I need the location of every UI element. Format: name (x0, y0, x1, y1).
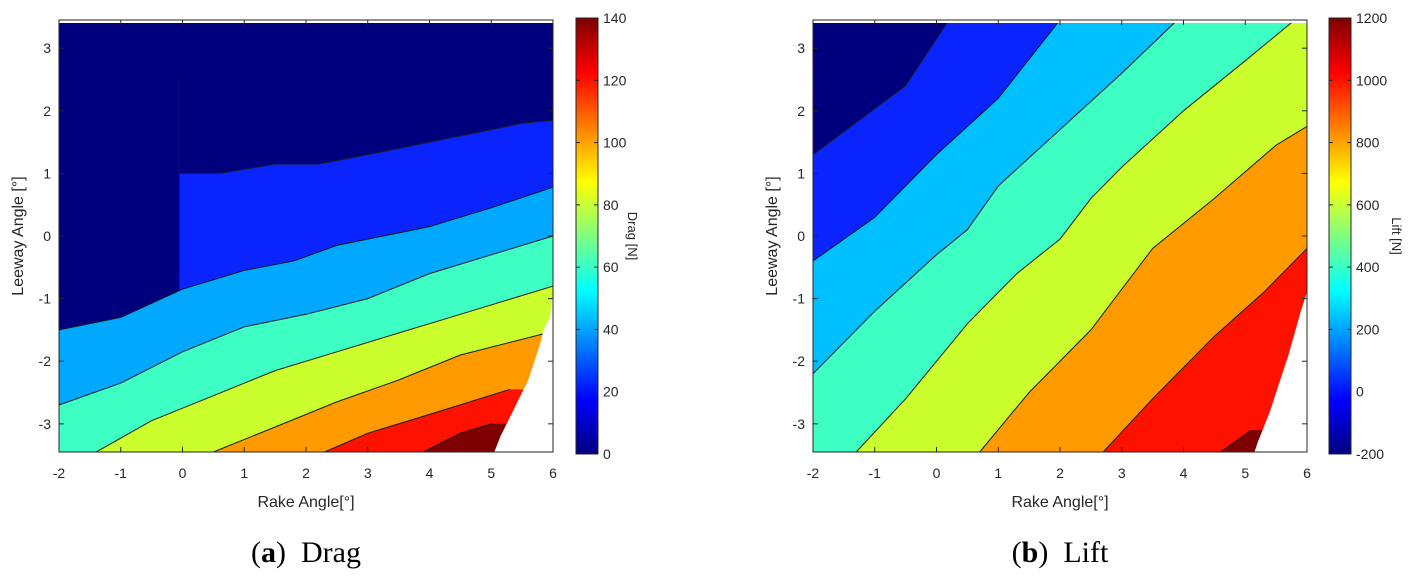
y-tick-label: 3 (797, 40, 805, 56)
colorbar-tick-label: 100 (603, 135, 627, 151)
contour-line-600 (855, 20, 1296, 452)
caption-letter: a (261, 536, 276, 569)
colorbar-label: Lift [N] (1389, 217, 1404, 255)
caption-paren-close: ) (1038, 536, 1063, 569)
x-tick-label: 5 (487, 465, 495, 481)
no-data-region (1254, 292, 1307, 452)
colorbar-tick-label: 200 (1356, 321, 1380, 337)
drag-contour-panel: -2 -1 0 1 2 3 4 5 6 -3 -2 -1 0 1 2 3 Rake Angle[°] Leeway… (10, 10, 640, 569)
y-tick-label: 1 (43, 165, 51, 181)
colorbar-tick-label: 120 (603, 72, 627, 88)
colorbar-tick-label: 1200 (1356, 10, 1387, 26)
y-tick-label: -3 (793, 416, 806, 432)
caption-paren-open: ( (251, 536, 261, 569)
caption-letter: b (1022, 536, 1039, 569)
x-tick-label: 5 (1241, 465, 1249, 481)
x-axis-label: Rake Angle[°] (257, 494, 354, 511)
y-tick-label: -1 (39, 291, 52, 307)
colorbar (1328, 17, 1352, 455)
x-tick-label: 0 (179, 465, 187, 481)
x-tick-label: 3 (364, 465, 372, 481)
x-tick-label: 2 (1056, 465, 1064, 481)
y-tick-label: -3 (39, 416, 52, 432)
colorbar-tick-label: -200 (1356, 446, 1384, 462)
contour-line-100 (324, 388, 510, 452)
y-tick-label: 0 (43, 228, 51, 244)
x-tick-label: -2 (53, 465, 66, 481)
y-tick-label: 3 (43, 40, 51, 56)
caption-paren-close: ) (276, 536, 301, 569)
colorbar (575, 17, 599, 455)
caption-text: Lift (1063, 536, 1109, 569)
colorbar-tick-label: 0 (603, 446, 611, 462)
panel-caption: (b) Lift (1012, 536, 1109, 569)
y-tick-label: 0 (797, 228, 805, 244)
x-tick-label: -1 (115, 465, 128, 481)
x-tick-label: -1 (869, 465, 882, 481)
contour-line-1200 (1220, 429, 1252, 452)
x-tick-label: 6 (549, 465, 557, 481)
y-tick-label: -1 (793, 291, 806, 307)
x-tick-label: -2 (807, 465, 820, 481)
x-tick-label: 4 (426, 465, 434, 481)
y-tick-label: 1 (797, 165, 805, 181)
x-tick-label: 6 (1303, 465, 1311, 481)
y-tick-label: -2 (39, 353, 52, 369)
colorbar-tick-label: 40 (603, 321, 619, 337)
colorbar-tick-label: 800 (1356, 135, 1380, 151)
contour-line-10 (178, 79, 553, 174)
colorbar-tick-label: 600 (1356, 197, 1380, 213)
y-tick-label: 2 (797, 103, 805, 119)
no-data-region (494, 292, 553, 452)
colorbar-tick-label: 0 (1356, 384, 1364, 400)
x-tick-label: 0 (933, 465, 941, 481)
contour-line-40 (59, 235, 553, 406)
lift-contour-panel: -2 -1 0 1 2 3 4 5 6 -3 -2 -1 0 1 2 3 Rake Angle[°] Leeway… (764, 10, 1404, 569)
contour-line-800 (979, 125, 1307, 452)
caption-paren-open: ( (1012, 536, 1022, 569)
y-tick-label: -2 (793, 353, 806, 369)
x-tick-label: 4 (1180, 465, 1188, 481)
x-tick-label: 1 (240, 465, 248, 481)
colorbar-tick-label: 400 (1356, 259, 1380, 275)
colorbar-tick-label: 80 (603, 197, 619, 213)
contour-line-20 (59, 186, 553, 331)
contour-line-80 (213, 332, 547, 452)
colorbar-tick-label: 140 (603, 10, 627, 26)
colorbar-tick-label: 60 (603, 259, 619, 275)
colorbar-label: Drag [N] (625, 212, 640, 260)
contour-line-0 (813, 20, 950, 156)
y-tick-label: 2 (43, 103, 51, 119)
colorbar-tick-label: 20 (603, 384, 619, 400)
colorbar-tick-label: 1000 (1356, 72, 1387, 88)
contour-line-1000 (1102, 248, 1307, 452)
x-axis-label: Rake Angle[°] (1011, 494, 1108, 511)
contour-area (59, 20, 553, 452)
contour-line-60 (95, 285, 553, 452)
contour-line-200 (813, 20, 1061, 262)
caption-text: Drag (301, 536, 361, 569)
contour-area (813, 20, 1307, 452)
contour-line-120 (423, 423, 492, 452)
y-axis-label: Leeway Angle [°] (764, 176, 781, 295)
y-axis-label: Leeway Angle [°] (10, 176, 27, 295)
x-tick-label: 3 (1118, 465, 1126, 481)
x-tick-label: 1 (994, 465, 1002, 481)
x-tick-label: 2 (302, 465, 310, 481)
panel-caption: (a) Drag (251, 536, 361, 569)
contour-line-400 (813, 20, 1178, 375)
